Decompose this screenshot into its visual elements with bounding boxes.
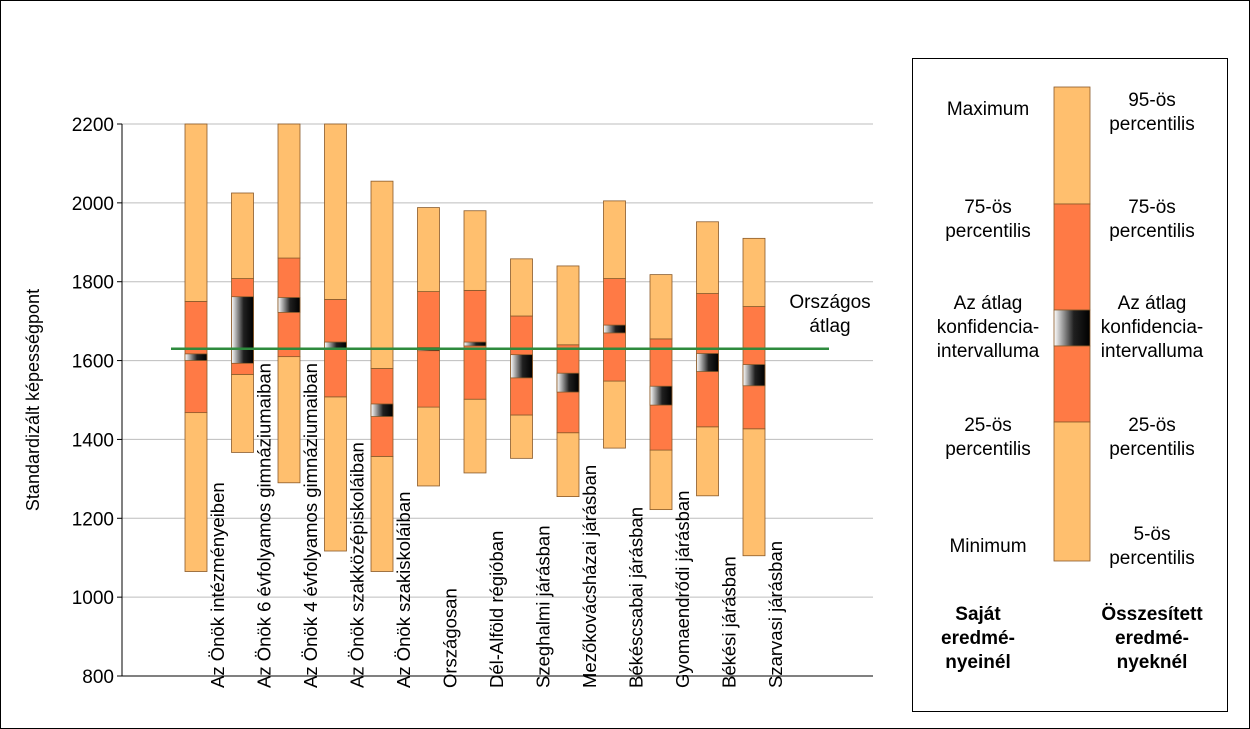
box-confidence-interval xyxy=(231,296,254,364)
box-upper-whisker xyxy=(417,207,440,292)
box-lower-whisker xyxy=(277,356,301,484)
box-confidence-interval xyxy=(742,364,766,387)
box-lower-whisker xyxy=(324,396,347,552)
box-confidence-interval xyxy=(370,403,394,417)
box-lower-whisker xyxy=(556,432,580,497)
category-label: Mezőkovácsházai járásban xyxy=(579,465,600,688)
box-confidence-interval xyxy=(184,353,208,361)
box-lower-whisker xyxy=(696,426,719,497)
category-label: Dél-Alföld régióban xyxy=(486,531,507,688)
box-upper-whisker xyxy=(184,123,208,302)
box-confidence-interval xyxy=(649,385,673,406)
category-label: Az Önök 6 évfolyamos gimnáziumaiban xyxy=(254,363,275,688)
box-upper-whisker xyxy=(324,123,347,300)
legend-right-caption: Összesített eredmé- nyeknél xyxy=(1101,604,1203,673)
box-lower-whisker xyxy=(231,373,254,453)
legend-bar-iqr-lower xyxy=(1053,345,1091,423)
box-confidence-interval xyxy=(277,297,301,313)
y-tick-label: 1400 xyxy=(72,430,114,451)
box-upper-whisker xyxy=(649,274,673,340)
box-upper-whisker xyxy=(696,221,719,294)
y-tick-label: 1200 xyxy=(72,509,114,530)
legend-bar-upper xyxy=(1053,86,1091,205)
category-label: Az Önök szakközépiskoláiban xyxy=(347,442,368,688)
box-upper-whisker xyxy=(510,258,533,317)
box-upper-whisker xyxy=(231,192,254,279)
legend-right-ci: Az átlag konfidencia- intervalluma xyxy=(1100,293,1204,362)
y-tick-label: 1800 xyxy=(72,273,114,294)
category-label: Az Önök intézményeiben xyxy=(207,482,228,688)
legend-right-p95: 95-ös percentilis xyxy=(1109,90,1195,135)
category-label: Gyomaendrődi járásban xyxy=(672,491,693,688)
y-tick-label: 2000 xyxy=(72,194,114,215)
legend-left-ci: Az átlag konfidencia- intervalluma xyxy=(936,293,1040,362)
box-lower-whisker xyxy=(742,428,766,557)
category-label: Az Önök 4 évfolyamos gimnáziumaiban xyxy=(300,363,321,688)
box-lower-whisker xyxy=(463,398,487,474)
reference-line-label: Országos átlag xyxy=(789,292,871,337)
box-confidence-interval xyxy=(603,324,626,334)
box-lower-whisker xyxy=(370,455,394,572)
box-upper-whisker xyxy=(556,265,580,346)
legend-bar-ci xyxy=(1053,309,1091,347)
box-confidence-interval xyxy=(463,341,487,347)
box-lower-whisker xyxy=(603,380,626,449)
box-upper-whisker xyxy=(603,200,626,279)
category-label: Szarvasi járásban xyxy=(765,541,786,688)
legend-right-p25: 25-ös percentilis xyxy=(1109,415,1195,460)
category-label: Békési járásban xyxy=(719,556,740,688)
box-upper-whisker xyxy=(463,210,487,291)
box-lower-whisker xyxy=(649,449,673,511)
category-label: Országosan xyxy=(440,588,461,688)
y-axis-title: Standardizált képességpont xyxy=(23,289,43,511)
category-label: Szeghalmi járásban xyxy=(533,526,554,688)
box-lower-whisker xyxy=(510,414,533,459)
category-label: Békéscsabai járásban xyxy=(626,507,647,688)
box-confidence-interval xyxy=(556,372,580,393)
legend-left-max: Maximum xyxy=(946,99,1030,120)
legend-bar-iqr-upper xyxy=(1053,203,1091,311)
category-label: Az Önök szakiskoláiban xyxy=(393,492,414,688)
legend-right-p5: 5-ös percentilis xyxy=(1109,524,1195,569)
legend-left-p25: 25-ös percentilis xyxy=(945,415,1031,460)
y-tick-label: 1000 xyxy=(72,588,114,609)
legend-left-p75: 75-ös percentilis xyxy=(945,197,1031,242)
legend-right-p75: 75-ös percentilis xyxy=(1109,197,1195,242)
legend-left-min: Minimum xyxy=(949,536,1027,557)
y-tick-label: 2200 xyxy=(72,115,114,136)
box-confidence-interval xyxy=(696,353,719,373)
box-upper-whisker xyxy=(277,123,301,259)
legend-bar-lower xyxy=(1053,421,1091,562)
legend-box xyxy=(912,58,1228,712)
box-confidence-interval xyxy=(510,354,533,379)
box-lower-whisker xyxy=(184,412,208,572)
y-tick-label: 800 xyxy=(82,667,114,688)
box-lower-whisker xyxy=(417,406,440,487)
y-tick-label: 1600 xyxy=(72,352,114,373)
legend-left-caption: Saját eredmé- nyeinél xyxy=(941,604,1015,673)
box-upper-whisker xyxy=(370,180,394,369)
box-upper-whisker xyxy=(742,237,766,307)
